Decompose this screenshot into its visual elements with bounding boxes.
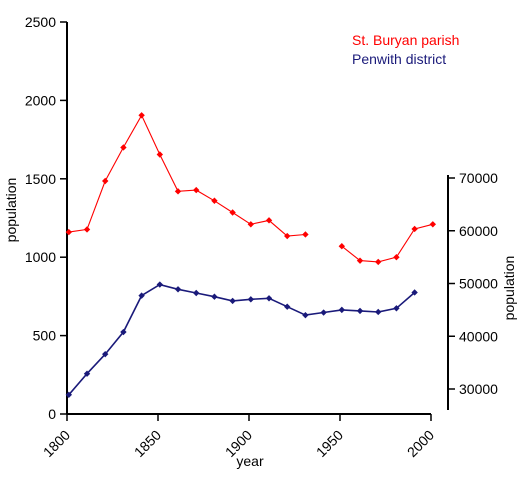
left-y-ticks: 0 500 1000 1500 2000 2500	[25, 14, 67, 422]
data-point	[193, 186, 200, 194]
data-point	[393, 305, 400, 312]
series-penwith-district	[65, 281, 418, 399]
data-point	[211, 293, 218, 300]
data-point	[393, 254, 400, 261]
legend-label-st-buryan-parish: St. Buryan parish	[352, 32, 459, 48]
legend: St. Buryan parish Penwith district	[352, 32, 459, 67]
left-y-tick-label: 1000	[25, 249, 56, 265]
x-tick-label: 1850	[131, 427, 164, 460]
right-y-ticks: 30000 40000 50000 60000 70000	[448, 170, 498, 397]
left-y-tick-label: 0	[48, 406, 56, 422]
left-y-tick-label: 500	[33, 328, 57, 344]
data-point	[156, 151, 164, 158]
data-point	[302, 311, 309, 319]
right-y-tick-label: 60000	[459, 223, 498, 239]
data-point	[229, 209, 236, 216]
right-y-axis-title: population	[501, 256, 517, 321]
data-point	[211, 197, 218, 204]
right-y-tick-label: 40000	[459, 328, 498, 344]
data-point	[83, 226, 91, 233]
data-point	[247, 221, 255, 228]
x-tick-label: 1950	[313, 427, 346, 460]
right-y-tick-label: 30000	[459, 381, 498, 397]
data-point	[174, 188, 182, 195]
data-point	[174, 286, 182, 293]
left-y-tick-label: 2000	[25, 92, 56, 108]
data-point	[65, 391, 73, 399]
data-point	[284, 303, 291, 310]
left-y-tick-label: 2500	[25, 14, 56, 30]
data-point	[338, 243, 346, 250]
right-y-tick-label: 70000	[459, 170, 498, 186]
data-point	[138, 292, 145, 299]
data-point	[120, 144, 127, 151]
data-point	[120, 328, 127, 336]
data-point	[338, 306, 346, 314]
left-y-tick-label: 1500	[25, 171, 56, 187]
data-point	[83, 370, 91, 377]
data-point	[411, 289, 418, 296]
data-point	[156, 281, 164, 288]
data-point	[302, 231, 309, 238]
data-point	[375, 308, 382, 316]
data-point	[429, 221, 437, 228]
data-point	[193, 289, 200, 297]
data-point	[138, 112, 145, 119]
x-axis-title: year	[236, 453, 264, 469]
series-line	[68, 283, 416, 396]
data-point	[320, 309, 327, 316]
data-point	[247, 296, 255, 303]
data-point	[411, 225, 418, 233]
legend-label-penwith-district: Penwith district	[352, 51, 446, 67]
data-point	[375, 258, 382, 266]
data-point	[265, 217, 273, 224]
data-point	[356, 257, 364, 264]
data-point	[265, 295, 273, 302]
left-y-axis-title: population	[3, 178, 19, 243]
data-point	[284, 232, 291, 240]
x-tick-label: 1800	[40, 427, 73, 460]
data-point	[102, 177, 109, 185]
series-line	[68, 114, 306, 237]
data-point	[356, 307, 364, 315]
axes	[66, 22, 449, 415]
data-point	[102, 350, 109, 358]
x-tick-label: 2000	[404, 427, 437, 460]
series-st-buryan-parish	[65, 112, 437, 266]
right-y-tick-label: 50000	[459, 276, 498, 292]
data-point	[65, 228, 73, 236]
data-point	[229, 297, 236, 305]
series-layer	[65, 112, 437, 399]
series-line	[341, 223, 433, 263]
